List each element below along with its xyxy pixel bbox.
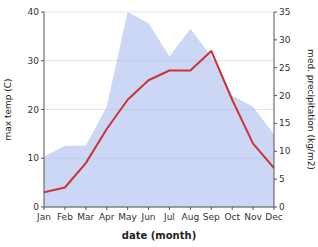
y2-tick [274, 207, 277, 208]
y-tick-label: 40 [28, 7, 40, 17]
x-tick-label: Dec [265, 212, 282, 222]
grid-line [44, 12, 274, 13]
x-tick-label: Jul [163, 212, 175, 222]
y2-tick-label: 30 [279, 35, 291, 45]
y2-tick [274, 12, 277, 13]
y-tick [41, 109, 44, 110]
x-tick [253, 207, 254, 210]
x-tick [169, 207, 170, 210]
x-tick-label: Sep [203, 212, 220, 222]
y2-tick-label: 25 [279, 63, 290, 73]
x-tick-label: Mar [77, 212, 94, 222]
y-tick [41, 60, 44, 61]
x-tick-label: May [118, 212, 137, 222]
temperature-line [44, 51, 274, 192]
y-tick [41, 207, 44, 208]
x-tick [127, 207, 128, 210]
y2-tick-label: 20 [279, 91, 291, 101]
x-tick-label: Oct [224, 212, 240, 222]
x-tick-label: Jan [36, 212, 51, 222]
grid-line [44, 207, 274, 208]
y-tick-label: 10 [28, 153, 40, 163]
y2-tick-label: 0 [279, 202, 285, 212]
y2-tick [274, 39, 277, 40]
y2-tick [274, 123, 277, 124]
y2-tick [274, 95, 277, 96]
x-tick [106, 207, 107, 210]
y-tick [41, 158, 44, 159]
x-tick-label: Jun [141, 212, 156, 222]
x-axis-line [44, 207, 274, 208]
y-tick [41, 12, 44, 13]
x-tick-label: Apr [99, 212, 115, 222]
y2-tick-label: 10 [279, 146, 291, 156]
y2-tick-label: 15 [279, 118, 290, 128]
y-axis-label: max temp (C) [3, 78, 13, 140]
chart-svg: JanFebMarAprMayJunJulAugSepOctNovDec0102… [0, 0, 318, 247]
precipitation-area [44, 12, 274, 207]
chart-container: JanFebMarAprMayJunJulAugSepOctNovDec0102… [0, 0, 318, 247]
y-tick-label: 20 [28, 105, 40, 115]
x-tick [64, 207, 65, 210]
x-tick [211, 207, 212, 210]
x-axis-label: date (month) [122, 230, 196, 241]
plot-area [44, 12, 274, 207]
x-tick [148, 207, 149, 210]
x-tick-label: Aug [182, 212, 200, 222]
x-tick-label: Nov [244, 212, 262, 222]
y2-tick [274, 67, 277, 68]
grid [44, 12, 274, 207]
x-tick [232, 207, 233, 210]
x-tick-label: Feb [57, 212, 73, 222]
y-tick-label: 30 [28, 56, 40, 66]
y2-tick [274, 179, 277, 180]
y-tick-label: 0 [33, 202, 39, 212]
x-tick [190, 207, 191, 210]
y2-tick-label: 5 [279, 174, 285, 184]
axes: JanFebMarAprMayJunJulAugSepOctNovDec0102… [28, 7, 291, 222]
x-tick [85, 207, 86, 210]
y2-axis-line [274, 12, 275, 207]
y2-tick [274, 151, 277, 152]
y2-tick-label: 35 [279, 7, 290, 17]
y2-axis-label: med. precipitation (kg/m2) [306, 49, 316, 170]
